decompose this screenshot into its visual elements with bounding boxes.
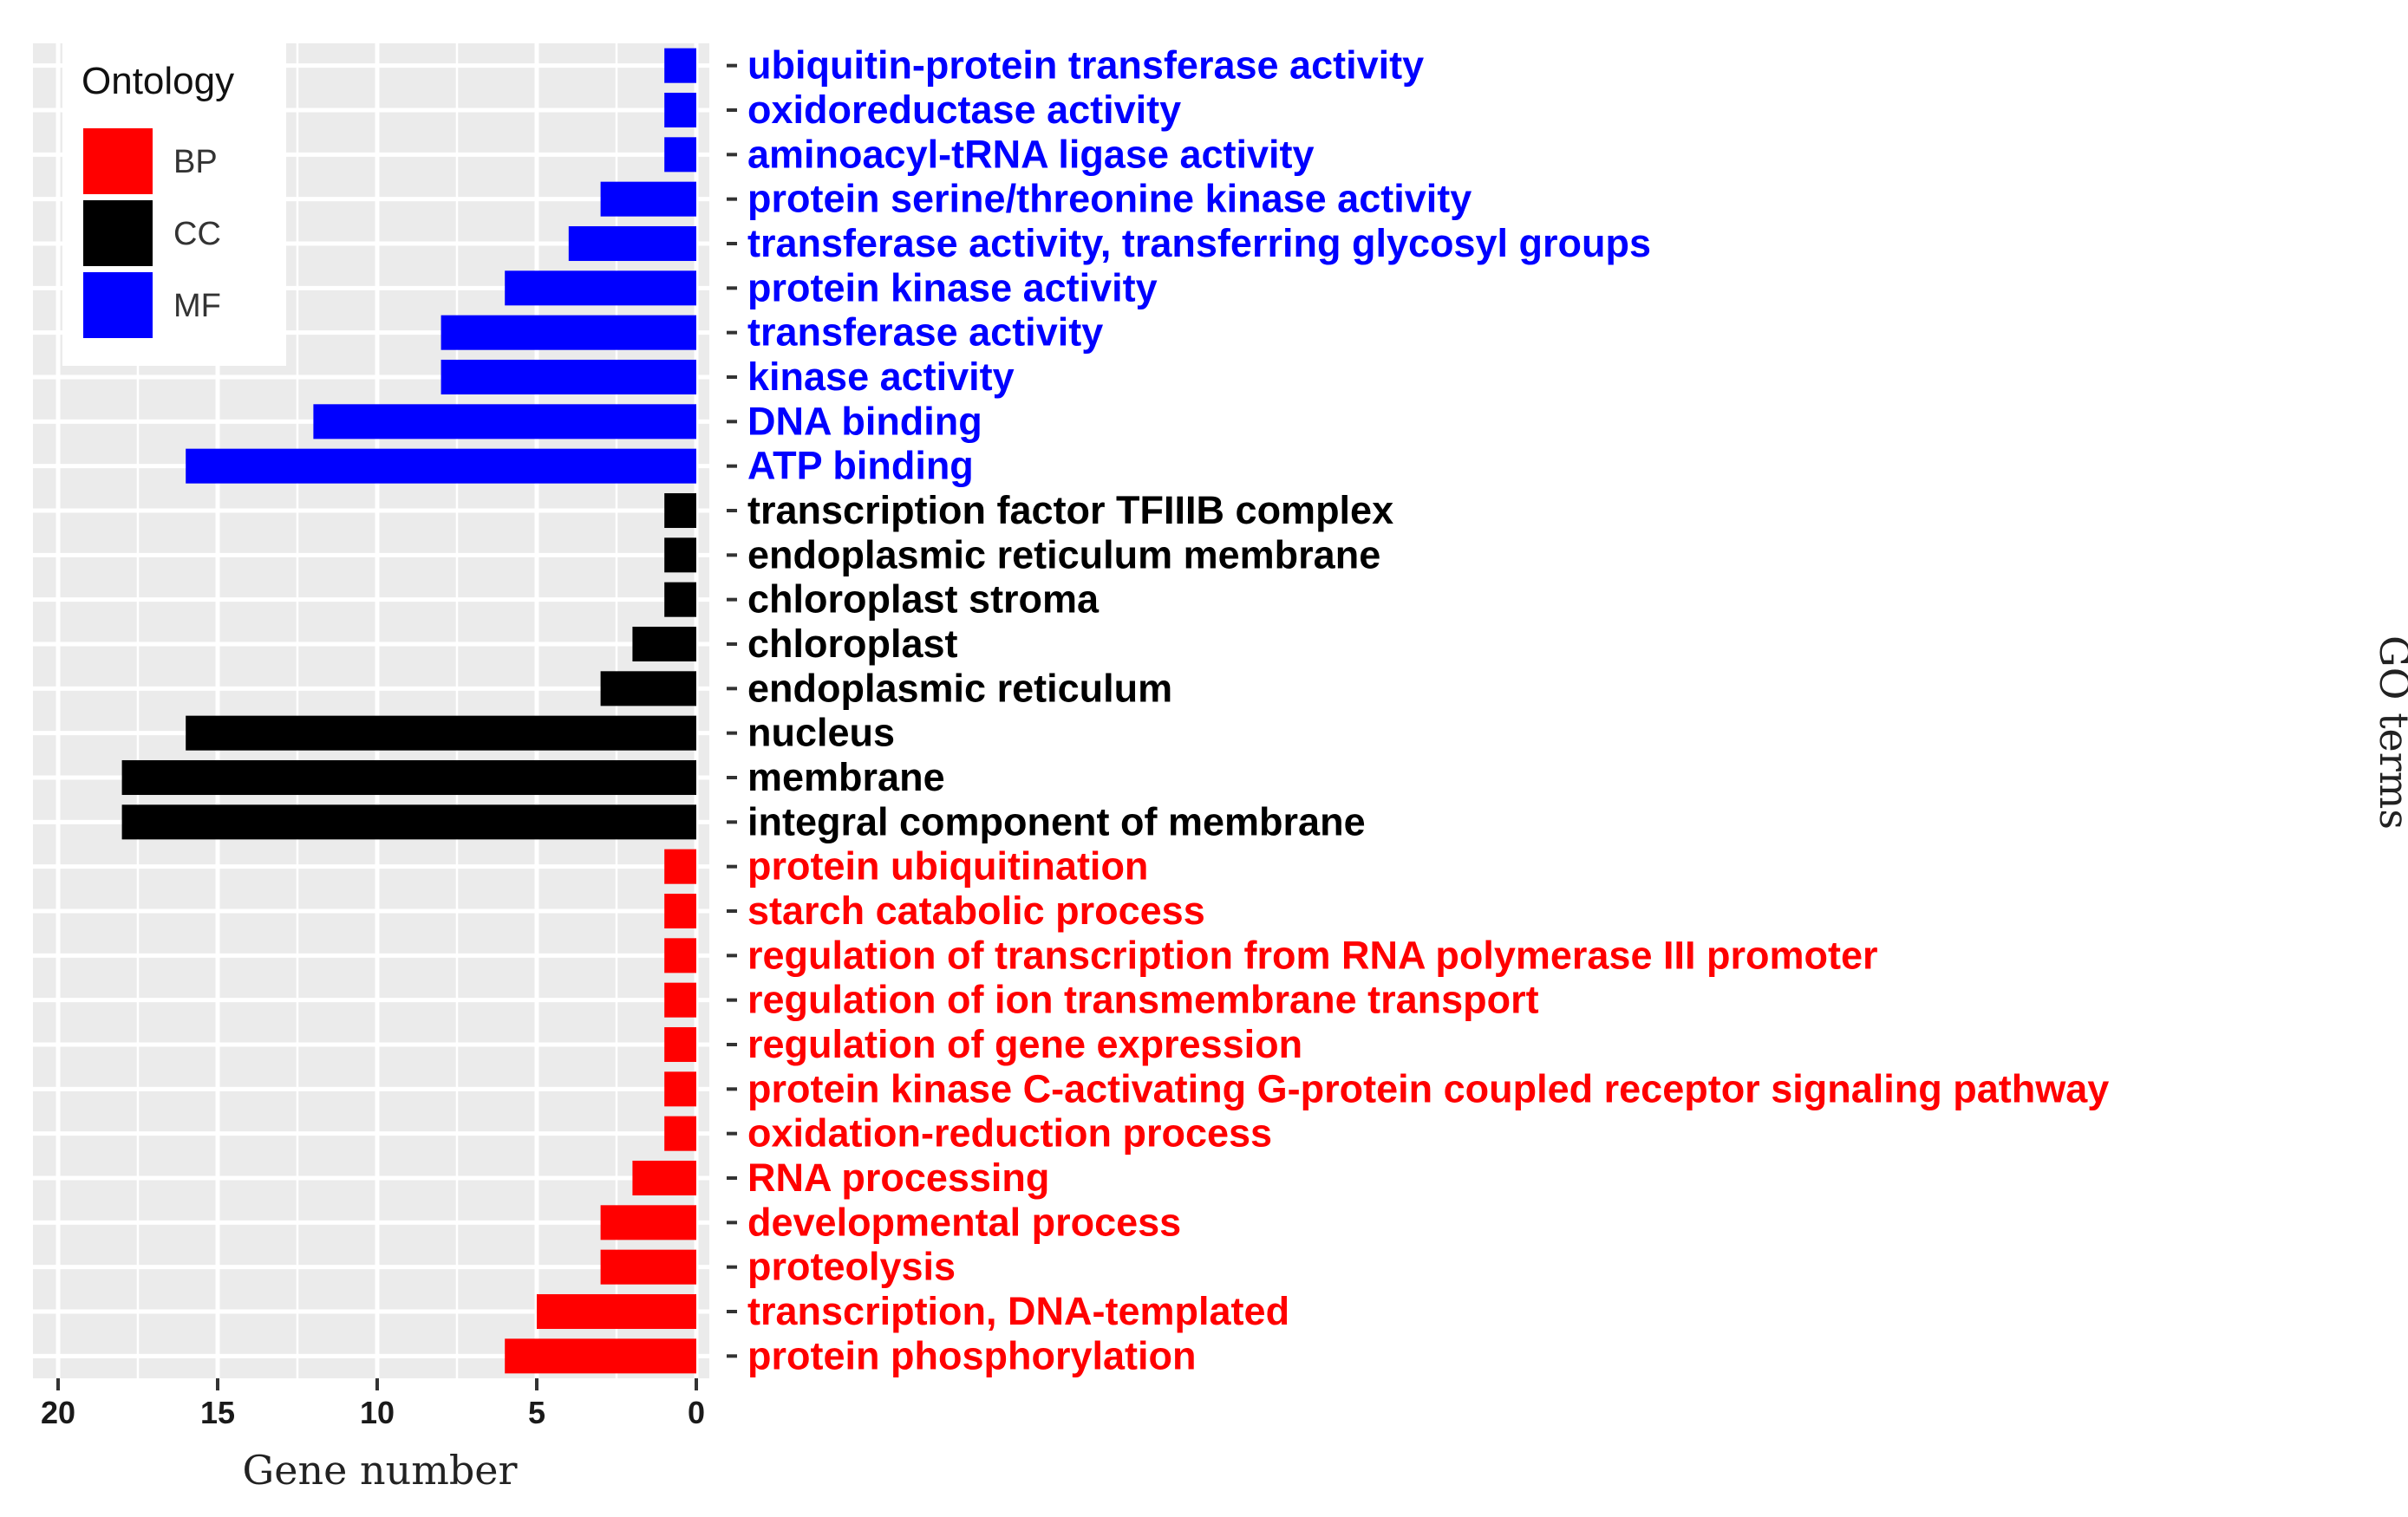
term-label: oxidoreductase activity <box>747 88 1181 132</box>
bar-mf <box>664 137 696 173</box>
bar-mf <box>440 359 696 395</box>
term-label: regulation of gene expression <box>747 1022 1302 1066</box>
term-label: integral component of membrane <box>747 799 1366 843</box>
bar-cc <box>664 492 696 529</box>
term-label: transcription factor TFIIIB complex <box>747 488 1393 532</box>
legend: Ontology BP CC MF <box>62 43 286 366</box>
x-tick-label: 0 <box>688 1395 705 1430</box>
term-label: regulation of transcription from RNA pol… <box>747 933 1878 977</box>
bar-mf <box>664 92 696 128</box>
term-label: transferase activity <box>747 310 1103 355</box>
bar-bp <box>600 1205 696 1240</box>
bar-mf <box>313 404 696 439</box>
bar-cc <box>121 804 697 840</box>
term-label: protein ubiquitination <box>747 844 1148 889</box>
legend-label-bp: BP <box>173 144 218 180</box>
bar-bp <box>664 1116 696 1151</box>
bar-cc <box>186 715 696 751</box>
term-label: membrane <box>747 755 945 799</box>
legend-title: Ontology <box>82 60 234 102</box>
legend-items: BP CC MF <box>83 128 221 338</box>
term-label: RNA processing <box>747 1156 1049 1200</box>
bar-bp <box>664 1071 696 1107</box>
bar-bp <box>664 1026 696 1063</box>
bar-cc <box>664 582 696 617</box>
x-tick-label: 15 <box>200 1395 235 1430</box>
term-label: transferase activity, transferring glyco… <box>747 221 1651 265</box>
x-tick-label: 10 <box>360 1395 395 1430</box>
bar-cc <box>600 671 696 706</box>
term-label: ATP binding <box>747 444 974 488</box>
term-label: DNA binding <box>747 399 982 443</box>
term-labels: ubiquitin-protein transferase activityox… <box>747 43 2109 1378</box>
term-label: developmental process <box>747 1200 1181 1244</box>
bar-mf <box>505 270 696 306</box>
term-label: kinase activity <box>747 355 1015 399</box>
term-label: endoplasmic reticulum membrane <box>747 532 1380 576</box>
bar-mf <box>186 448 696 484</box>
bar-bp <box>664 893 696 929</box>
y-ticks <box>727 63 737 1358</box>
term-label: chloroplast stroma <box>747 577 1100 622</box>
bar-cc <box>632 626 696 662</box>
term-label: protein kinase C-activating G-protein co… <box>747 1066 2109 1110</box>
grid-lines <box>33 43 709 1378</box>
legend-label-mf: MF <box>173 288 221 324</box>
term-label: aminoacyl-tRNA ligase activity <box>747 132 1315 176</box>
legend-swatch-cc <box>83 200 153 266</box>
bar-bp <box>537 1293 696 1330</box>
term-label: nucleus <box>747 711 895 755</box>
term-label: regulation of ion transmembrane transpor… <box>747 978 1539 1022</box>
bar-bp <box>632 1160 696 1196</box>
x-tick-label: 5 <box>528 1395 545 1430</box>
bar-bp <box>600 1249 696 1285</box>
term-label: protein phosphorylation <box>747 1333 1196 1377</box>
term-label: protein kinase activity <box>747 265 1158 309</box>
bars <box>121 48 697 1374</box>
term-label: endoplasmic reticulum <box>747 666 1172 710</box>
legend-swatch-mf <box>83 272 153 338</box>
y-axis-title: GO terms <box>2371 635 2408 830</box>
bar-bp <box>664 938 696 973</box>
bar-cc <box>664 537 696 573</box>
bar-bp <box>664 849 696 884</box>
term-label: proteolysis <box>747 1245 956 1289</box>
bar-bp <box>505 1338 696 1374</box>
term-label: starch catabolic process <box>747 889 1205 933</box>
bar-mf <box>568 225 696 262</box>
x-axis-title: Gene number <box>243 1447 518 1494</box>
bar-mf <box>664 48 696 83</box>
legend-label-cc: CC <box>173 216 221 252</box>
bar-mf <box>440 315 696 350</box>
x-ticks: 20 15 10 5 0 <box>41 1378 705 1430</box>
term-label: ubiquitin-protein transferase activity <box>747 43 1424 88</box>
bar-mf <box>600 181 696 217</box>
legend-swatch-bp <box>83 128 153 194</box>
term-label: oxidation-reduction process <box>747 1111 1272 1156</box>
term-label: chloroplast <box>747 622 958 666</box>
x-tick-label: 20 <box>41 1395 75 1430</box>
bar-bp <box>664 982 696 1018</box>
term-label: protein serine/threonine kinase activity <box>747 177 1472 221</box>
bar-cc <box>121 759 697 796</box>
term-label: transcription, DNA-templated <box>747 1289 1289 1333</box>
